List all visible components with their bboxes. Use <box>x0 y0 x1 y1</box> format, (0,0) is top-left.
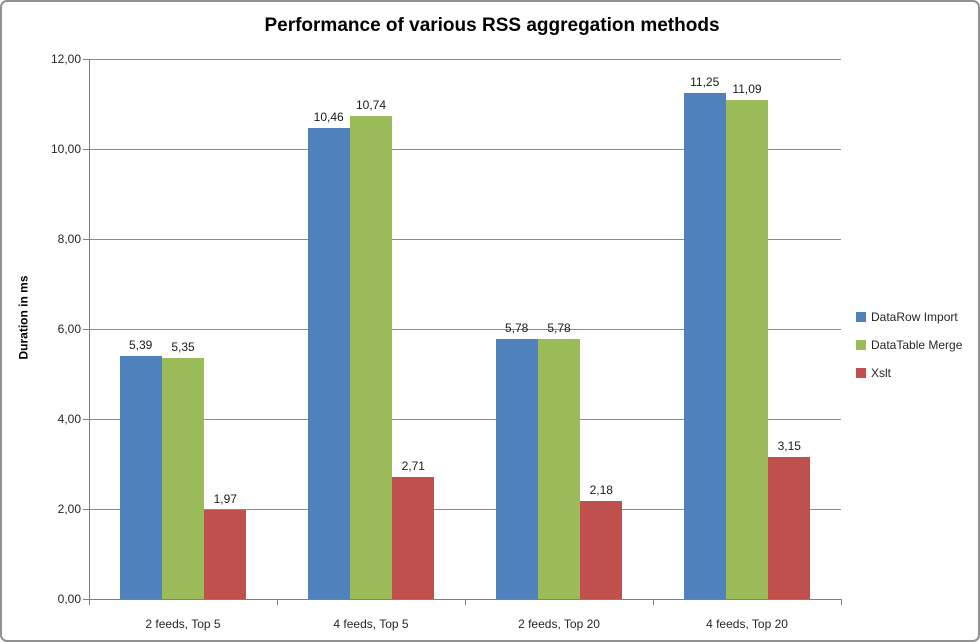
gridline <box>89 149 841 150</box>
bar-value-label: 1,97 <box>213 492 237 507</box>
x-category-label: 2 feeds, Top 5 <box>145 617 221 631</box>
bar <box>161 358 205 599</box>
y-axis-tick-mark <box>83 599 89 600</box>
bar <box>392 477 435 599</box>
x-category-label: 2 feeds, Top 20 <box>518 617 600 631</box>
chart-title: Performance of various RSS aggregation m… <box>264 15 720 36</box>
bar-value-label: 2,18 <box>589 482 613 497</box>
bar <box>349 115 393 599</box>
y-tick-label: 12,00 <box>50 52 81 66</box>
bar-value-label: 10,74 <box>355 97 387 112</box>
legend-item-datatable-merge: DataTable Merge <box>856 331 962 359</box>
legend-swatch-icon <box>856 312 866 322</box>
y-tick-label: 2,00 <box>57 502 81 516</box>
gridline <box>89 419 841 420</box>
legend: DataRow Import DataTable Merge Xslt <box>856 303 962 387</box>
legend-label: DataTable Merge <box>871 338 963 352</box>
bar <box>495 338 538 599</box>
bar <box>537 338 581 599</box>
bar-value-label: 3,15 <box>777 439 801 454</box>
bar-value-label: 5,35 <box>171 340 195 355</box>
legend-item-datarow-import: DataRow Import <box>856 303 962 331</box>
x-axis-tick-mark <box>841 600 842 605</box>
y-tick-label: 0,00 <box>57 592 81 606</box>
bar <box>683 92 726 599</box>
y-axis-tick-mark <box>83 59 89 60</box>
bar-value-label: 11,09 <box>732 81 762 96</box>
x-axis-line <box>89 599 842 600</box>
bar-value-label: 11,25 <box>690 74 720 89</box>
y-axis-line <box>89 59 90 599</box>
legend-label: Xslt <box>871 366 892 380</box>
legend-item-xslt: Xslt <box>856 359 962 387</box>
bar <box>580 500 623 599</box>
y-tick-label: 10,00 <box>50 142 81 156</box>
y-axis-title: Duration in ms <box>16 275 31 360</box>
legend-swatch-icon <box>856 368 866 378</box>
bar <box>119 356 162 599</box>
bar <box>768 457 811 599</box>
x-category-label: 4 feeds, Top 20 <box>706 617 788 631</box>
y-axis-tick-mark <box>83 239 89 240</box>
gridline <box>89 239 841 240</box>
y-tick-label: 8,00 <box>57 232 81 246</box>
bar-value-label: 5,78 <box>505 320 529 335</box>
bar <box>204 510 247 599</box>
bar <box>725 99 769 599</box>
gridline <box>89 329 841 330</box>
y-axis-tick-mark <box>83 149 89 150</box>
y-axis-tick-mark <box>83 329 89 330</box>
y-axis-tick-mark <box>83 419 89 420</box>
bar-value-label: 2,71 <box>401 459 425 474</box>
x-axis-tick-mark <box>89 600 90 605</box>
x-category-label: 4 feeds, Top 5 <box>333 617 409 631</box>
gridline <box>89 59 841 60</box>
bar-value-label: 10,46 <box>313 110 344 125</box>
x-axis-tick-mark <box>277 600 278 605</box>
y-axis-tick-mark <box>83 509 89 510</box>
bar-value-label: 5,78 <box>547 320 571 335</box>
bar-value-label: 5,39 <box>129 338 153 353</box>
bar <box>307 128 350 599</box>
y-tick-label: 6,00 <box>57 322 81 336</box>
x-axis-tick-mark <box>465 600 466 605</box>
gridline <box>89 509 841 510</box>
x-axis-tick-mark <box>653 600 654 605</box>
legend-swatch-icon <box>856 340 866 350</box>
legend-label: DataRow Import <box>871 310 958 324</box>
y-tick-label: 4,00 <box>57 412 81 426</box>
